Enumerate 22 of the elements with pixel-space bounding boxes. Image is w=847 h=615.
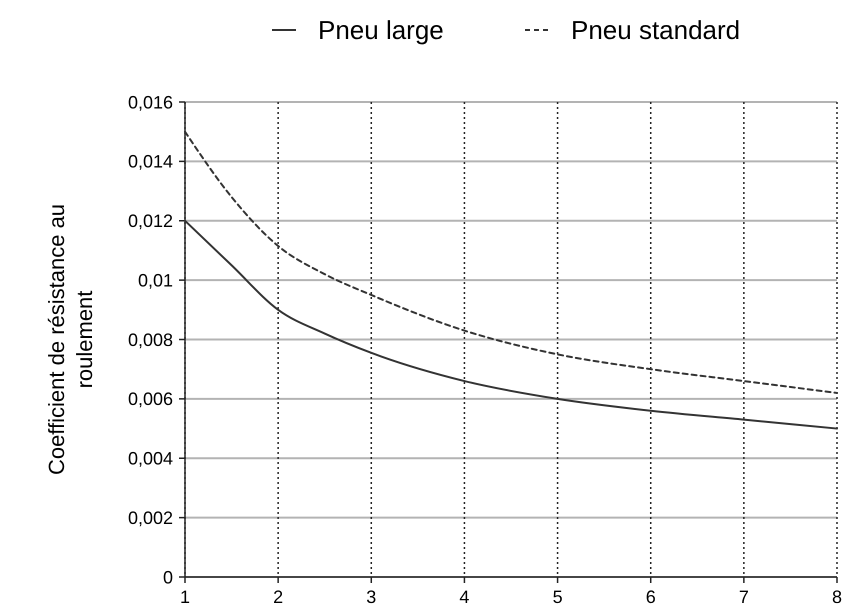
y-tick-label: 0,004 (128, 448, 173, 469)
x-tick-label: 3 (366, 587, 376, 607)
x-tick-label: 4 (459, 587, 470, 607)
line-series (184, 130, 838, 394)
y-tick-label: 0,012 (128, 211, 173, 232)
x-tick-label: 8 (832, 587, 842, 607)
y-axis-title: Coefficient de résistance au roulement (44, 204, 97, 476)
legend-label: Pneu large (318, 15, 444, 46)
x-tick-label: 5 (552, 587, 563, 607)
y-tick-label: 0,016 (128, 92, 173, 112)
y-tick-label: 0,008 (128, 330, 173, 350)
y-tick-label: 0,01 (138, 270, 173, 290)
x-tick-label: 6 (646, 587, 656, 607)
x-tick-label: 2 (273, 587, 284, 607)
y-tick-label: 0 (162, 567, 173, 588)
y-tick-label: 0,006 (128, 389, 173, 410)
x-tick-label: 1 (180, 587, 190, 607)
y-tick-label: 0,014 (128, 152, 173, 172)
y-tick-label: 0,002 (128, 508, 173, 528)
line-series (184, 220, 838, 430)
x-tick-label: 7 (738, 587, 749, 607)
legend-label: Pneu standard (571, 15, 740, 46)
